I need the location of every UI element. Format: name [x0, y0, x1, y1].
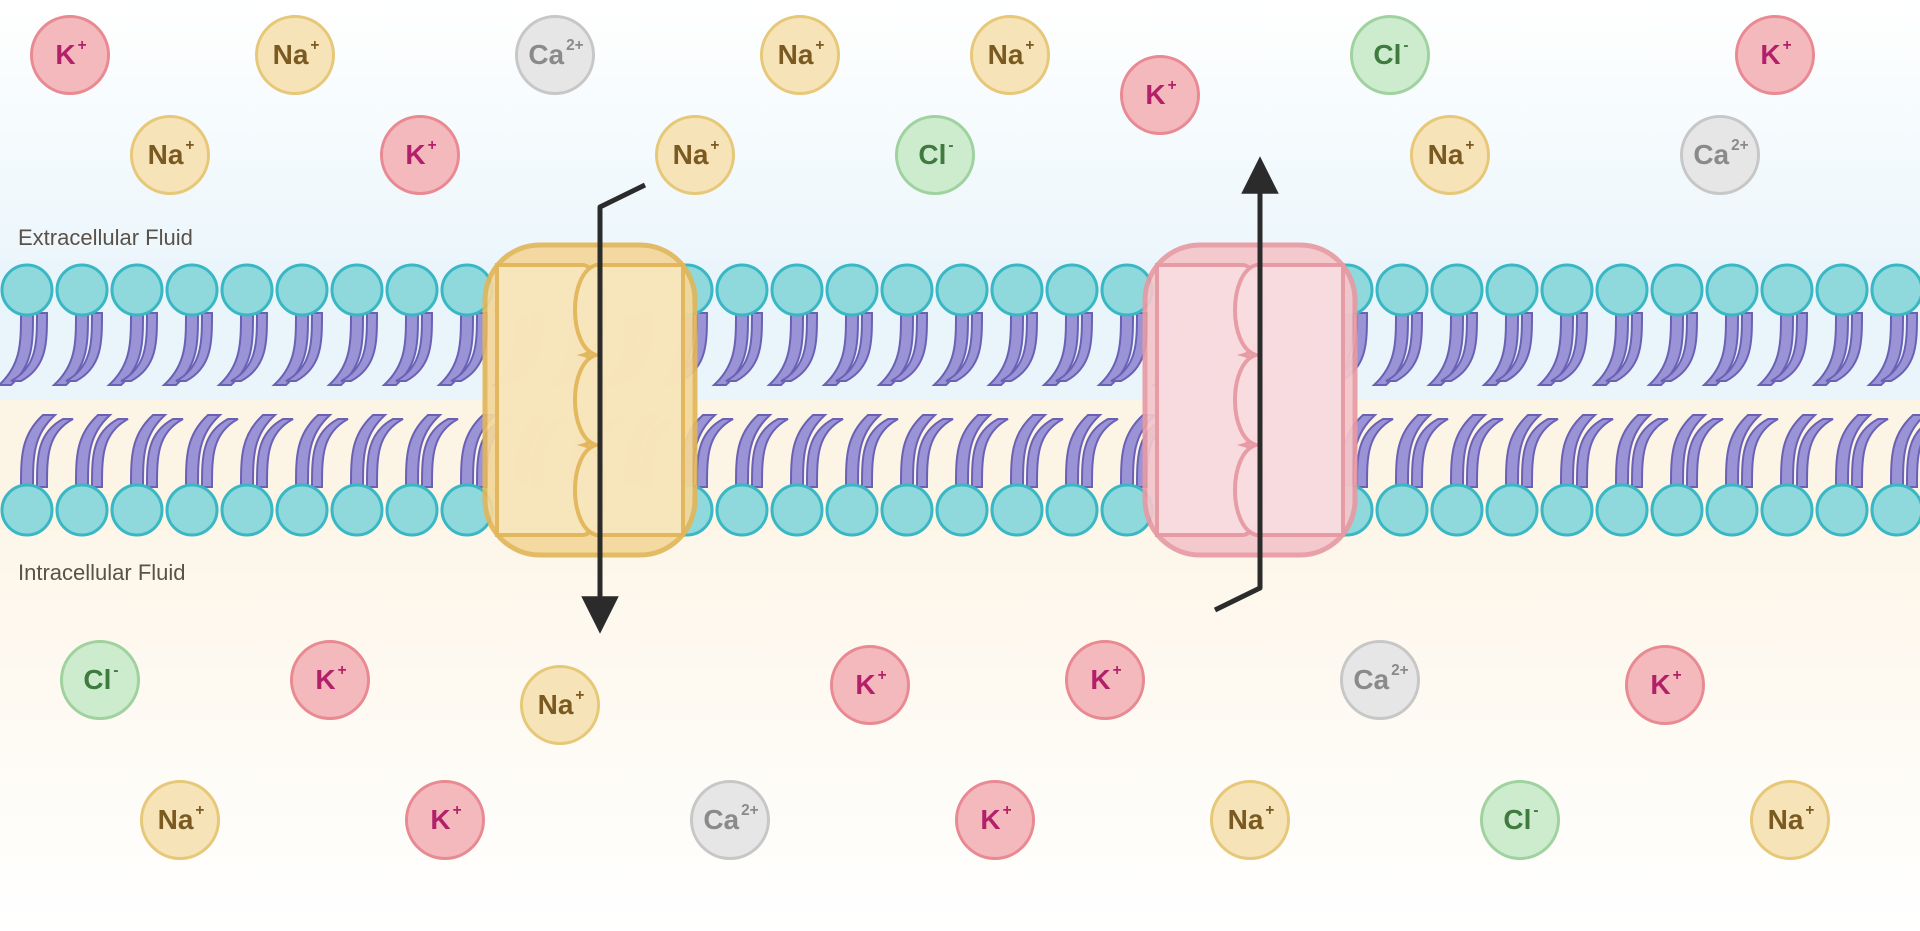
ion-k: K+	[1625, 645, 1705, 725]
ion-ca: Ca2+	[1680, 115, 1760, 195]
ion-k: K+	[380, 115, 460, 195]
ion-na: Na+	[1750, 780, 1830, 860]
ion-k: K+	[955, 780, 1035, 860]
ion-na: Na+	[655, 115, 735, 195]
ion-na: Na+	[1210, 780, 1290, 860]
ion-cl: Cl-	[1480, 780, 1560, 860]
extracellular-label: Extracellular Fluid	[18, 225, 193, 251]
ion-na: Na+	[970, 15, 1050, 95]
ion-k: K+	[830, 645, 910, 725]
ion-na: Na+	[1410, 115, 1490, 195]
ion-cl: Cl-	[1350, 15, 1430, 95]
diagram-stage: K+Na+Ca2+Na+Na+Cl-K+Na+K+Na+Cl-K+Na+Ca2+…	[0, 0, 1920, 931]
ion-cl: Cl-	[895, 115, 975, 195]
ion-na: Na+	[140, 780, 220, 860]
ion-k: K+	[405, 780, 485, 860]
ion-na: Na+	[255, 15, 335, 95]
ion-cl: Cl-	[60, 640, 140, 720]
ion-ca: Ca2+	[515, 15, 595, 95]
ion-ca: Ca2+	[1340, 640, 1420, 720]
intracellular-label: Intracellular Fluid	[18, 560, 186, 586]
ion-na: Na+	[760, 15, 840, 95]
ion-na: Na+	[130, 115, 210, 195]
ion-k: K+	[1120, 55, 1200, 135]
ion-k: K+	[1735, 15, 1815, 95]
ion-k: K+	[1065, 640, 1145, 720]
ion-na: Na+	[520, 665, 600, 745]
ion-ca: Ca2+	[690, 780, 770, 860]
ion-k: K+	[290, 640, 370, 720]
ion-k: K+	[30, 15, 110, 95]
